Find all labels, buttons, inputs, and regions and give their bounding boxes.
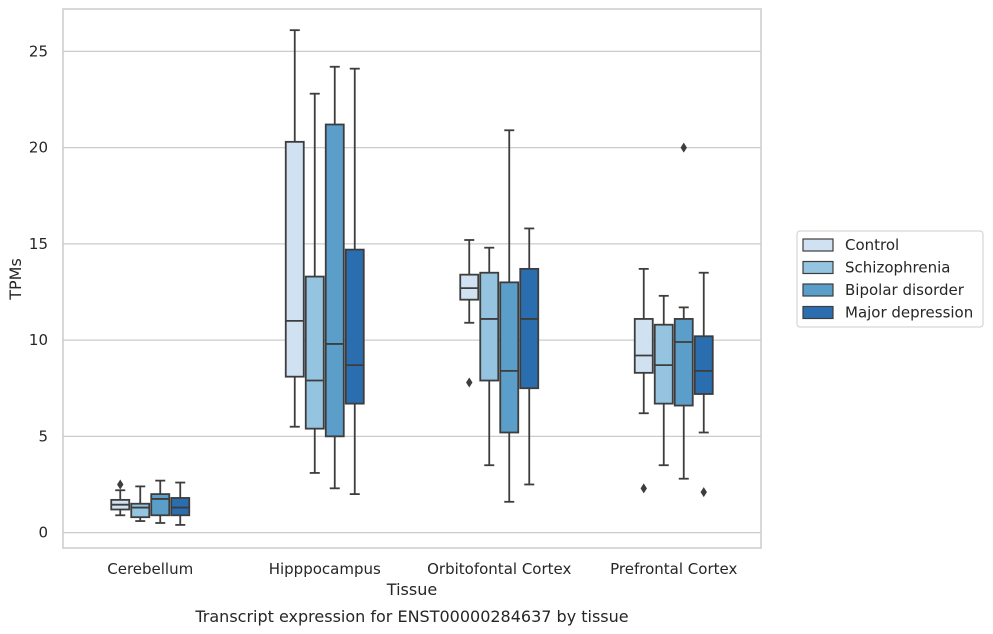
box-iqr — [633, 318, 654, 374]
box-control — [459, 239, 480, 388]
outlier-point — [700, 487, 707, 498]
box-control — [633, 267, 654, 494]
legend-swatch — [802, 283, 834, 297]
box-iqr — [284, 140, 305, 378]
box-iqr — [479, 271, 500, 382]
box-schizophrenia — [653, 294, 674, 467]
box-iqr — [653, 323, 674, 405]
box-major-depression — [170, 481, 191, 526]
x-tick-label: Cerebellum — [107, 560, 193, 578]
y-tick-label: 15 — [29, 235, 48, 253]
box-major-depression — [693, 271, 714, 498]
box-control — [284, 29, 305, 428]
box-schizophrenia — [304, 92, 325, 474]
box-bipolar-disorder — [324, 65, 345, 490]
legend: Control Schizophrenia Bipolar disorder Majo… — [796, 230, 984, 328]
outlier-point — [117, 479, 124, 490]
box-iqr — [519, 267, 540, 390]
boxes — [110, 29, 714, 526]
x-tick-labels: Cerebellum Hipppocampus Orbitofontal Corte… — [107, 560, 737, 578]
legend-swatch — [802, 238, 834, 252]
y-tick-label: 20 — [29, 139, 48, 157]
legend-swatch — [802, 260, 834, 275]
legend-label: Major depression — [845, 304, 973, 322]
box-schizophrenia — [130, 485, 151, 522]
box-major-depression — [519, 227, 540, 486]
y-tick-label: 25 — [29, 42, 48, 60]
box-iqr — [499, 281, 520, 434]
legend-swatch — [802, 305, 834, 320]
outlier-point — [680, 142, 687, 153]
box-iqr — [304, 275, 325, 430]
grid-lines — [63, 50, 761, 534]
outlier-point — [640, 483, 647, 494]
y-axis-label: TPMs — [6, 258, 25, 301]
y-tick-label: 10 — [29, 331, 48, 349]
x-tick-label: Prefrontal Cortex — [610, 560, 737, 578]
legend-frame — [796, 230, 984, 328]
box-bipolar-disorder — [673, 142, 694, 480]
box-schizophrenia — [479, 246, 500, 467]
box-iqr — [150, 493, 171, 517]
box-iqr — [170, 497, 191, 517]
box-iqr — [344, 248, 365, 405]
y-tick-labels: 0 5 10 15 20 25 — [29, 42, 48, 541]
box-major-depression — [344, 67, 365, 496]
legend-label: Bipolar disorder — [845, 281, 965, 299]
box-iqr — [673, 318, 694, 407]
box-iqr — [324, 123, 345, 438]
chart-caption: Transcript expression for ENST0000028463… — [194, 607, 628, 626]
outlier-point — [466, 377, 473, 388]
x-tick-label: Hipppocampus — [269, 560, 381, 578]
x-axis-label: Tissue — [386, 580, 437, 599]
legend-label: Control — [845, 236, 899, 254]
x-tick-label: Orbitofontal Cortex — [427, 560, 571, 578]
plot-frame — [62, 8, 762, 549]
box-bipolar-disorder — [499, 129, 520, 503]
box-bipolar-disorder — [150, 479, 171, 524]
box-control — [110, 479, 131, 517]
y-tick-label: 0 — [38, 524, 48, 542]
box-iqr — [130, 502, 151, 519]
legend-label: Schizophrenia — [845, 259, 950, 277]
box-iqr — [693, 335, 714, 395]
box-iqr — [459, 273, 480, 301]
y-tick-label: 5 — [38, 427, 48, 445]
